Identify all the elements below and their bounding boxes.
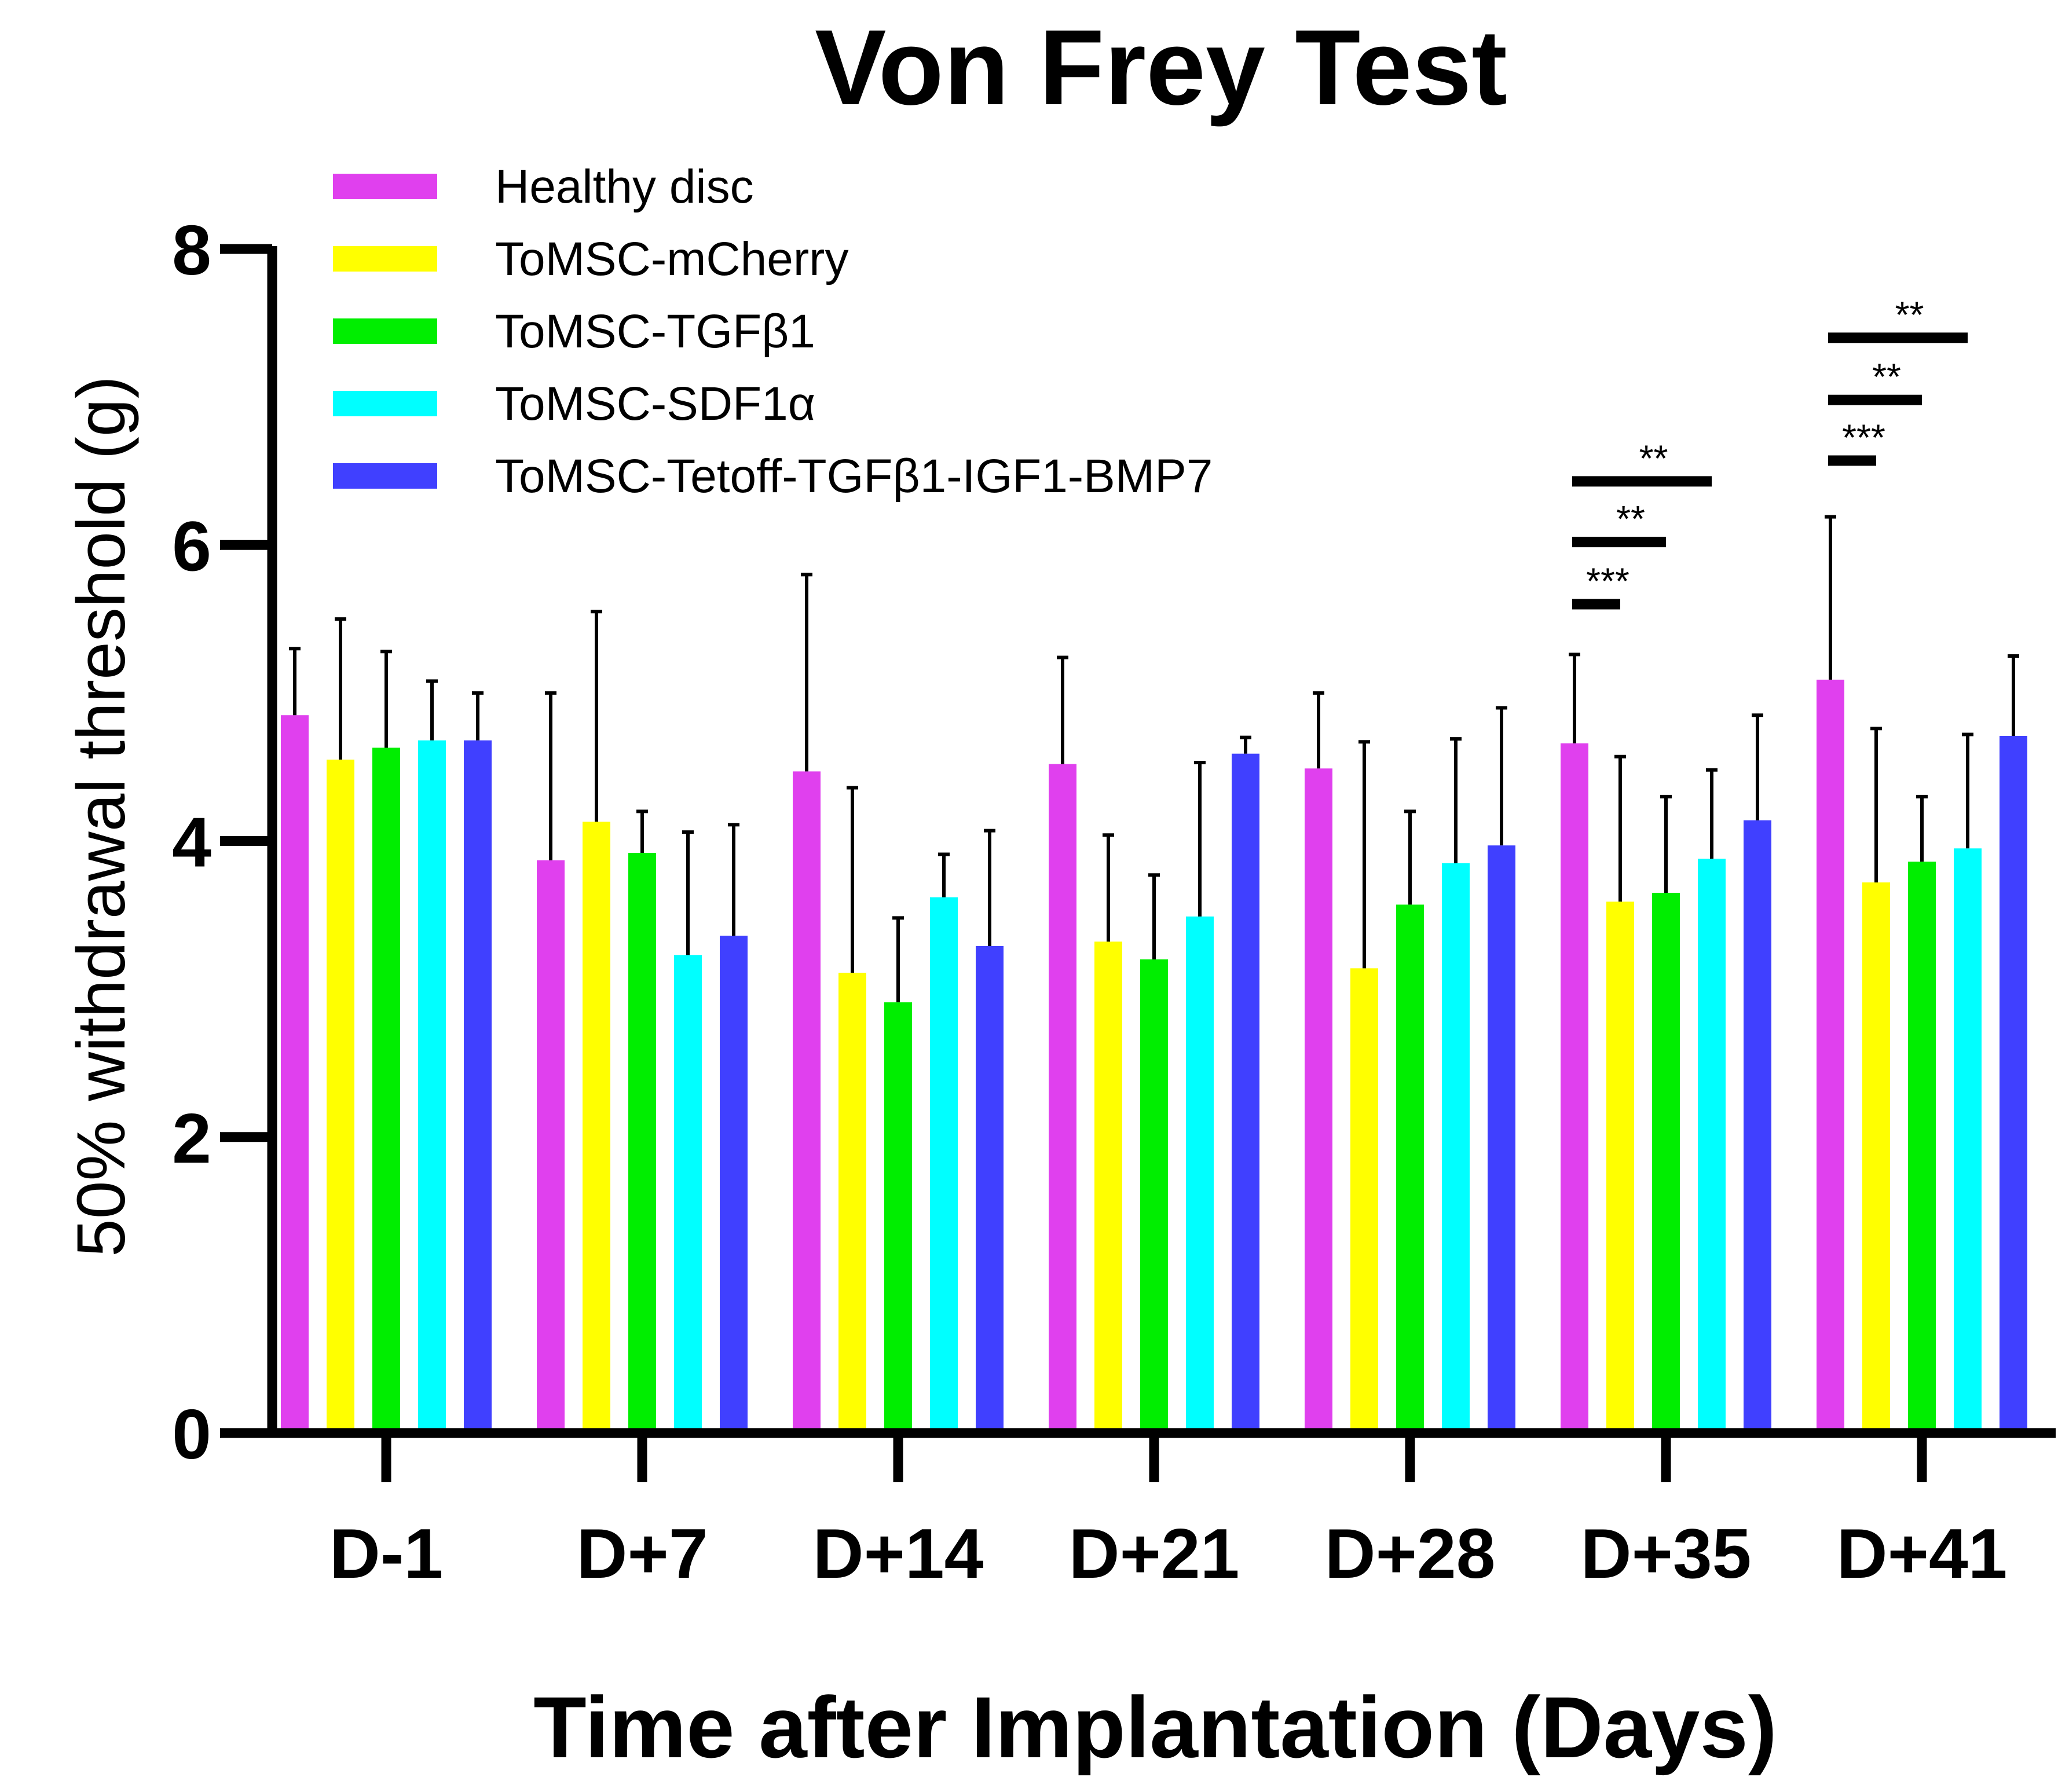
significance-label-1: ** [1616, 498, 1645, 540]
y-axis-label: 50% withdrawal threshold (g) [63, 376, 140, 1257]
bar-D+14-series-2 [884, 1002, 912, 1433]
bar-D+35-series-4 [1744, 820, 1771, 1433]
bar-D+21-series-0 [1049, 764, 1076, 1433]
legend-swatch-4 [333, 463, 437, 489]
bar-D+14-series-4 [976, 946, 1004, 1433]
significance-label-0: *** [1586, 560, 1629, 602]
legend-swatch-0 [333, 174, 437, 199]
bar-D-1-series-0 [281, 715, 309, 1433]
bar-D+21-series-3 [1186, 916, 1214, 1433]
x-tick-label-D+14: D+14 [812, 1514, 983, 1593]
bar-D+35-series-2 [1652, 892, 1680, 1433]
error-bars-layer [289, 515, 2019, 1003]
bar-D+7-series-2 [628, 852, 656, 1433]
legend-label-2: ToMSC-TGFβ1 [495, 305, 815, 358]
legend-label-4: ToMSC-Tetoff-TGFβ1-IGF1-BMP7 [495, 450, 1213, 503]
bar-D+7-series-4 [720, 936, 748, 1433]
bar-D-1-series-3 [418, 740, 446, 1433]
significance-label-4: ** [1872, 356, 1901, 398]
chart-title: Von Frey Test [815, 8, 1507, 127]
legend-label-3: ToMSC-SDF1α [495, 378, 815, 430]
y-tick-label-8: 8 [172, 211, 211, 289]
bar-D+7-series-0 [537, 860, 565, 1433]
bar-D+41-series-3 [1954, 848, 1982, 1433]
bar-D+41-series-2 [1908, 862, 1936, 1433]
x-axis-label: Time after Implantation (Days) [533, 1679, 1777, 1776]
axes: 0 2 4 6 8 D-1 D+7 D+14 D+21 D+28 D+35 D+41 [172, 211, 2056, 1593]
legend-label-0: Healthy disc [495, 160, 754, 213]
x-tick-label-D-1: D-1 [329, 1514, 444, 1593]
bar-D+7-series-3 [674, 955, 702, 1433]
bar-D+41-series-0 [1817, 679, 1844, 1433]
y-tick-label-4: 4 [172, 803, 211, 882]
significance-layer: ******* ******* [1572, 294, 1968, 610]
bar-D+21-series-1 [1094, 941, 1122, 1433]
x-tick-label-D+41: D+41 [1836, 1514, 2007, 1593]
bar-D+14-series-0 [793, 771, 821, 1433]
legend-swatch-3 [333, 391, 437, 416]
bar-D+14-series-1 [838, 973, 866, 1433]
x-tick-label-D+21: D+21 [1068, 1514, 1239, 1593]
x-tick-label-D+28: D+28 [1324, 1514, 1495, 1593]
bar-D+28-series-2 [1396, 904, 1424, 1433]
bar-D+14-series-3 [930, 897, 958, 1433]
legend-swatch-2 [333, 318, 437, 344]
legend: Healthy disc ToMSC-mCherry ToMSC-TGFβ1 ToMS… [333, 160, 1213, 503]
bar-D+41-series-4 [2000, 736, 2027, 1433]
bar-D+28-series-0 [1305, 768, 1332, 1433]
bar-D+41-series-1 [1862, 882, 1890, 1433]
significance-label-2: ** [1639, 437, 1668, 479]
bar-D+35-series-0 [1561, 743, 1588, 1433]
legend-label-1: ToMSC-mCherry [495, 233, 848, 285]
bar-D-1-series-1 [327, 759, 354, 1433]
significance-label-3: *** [1842, 417, 1885, 459]
bar-D+21-series-2 [1140, 959, 1168, 1433]
x-tick-label-D+35: D+35 [1580, 1514, 1751, 1593]
bar-D+35-series-3 [1698, 859, 1726, 1433]
bar-D-1-series-2 [372, 747, 400, 1433]
bar-D+35-series-1 [1606, 902, 1634, 1433]
bar-D+28-series-4 [1488, 845, 1515, 1433]
legend-swatch-1 [333, 246, 437, 272]
y-tick-label-2: 2 [172, 1099, 211, 1178]
bar-D+28-series-1 [1350, 968, 1378, 1433]
bar-D+21-series-4 [1232, 753, 1259, 1433]
x-tick-label-D+7: D+7 [576, 1514, 708, 1593]
bar-D-1-series-4 [464, 740, 492, 1433]
bar-D+7-series-1 [583, 822, 610, 1433]
bar-D+28-series-3 [1442, 863, 1470, 1433]
y-tick-label-6: 6 [172, 507, 211, 585]
bars-layer [281, 679, 2027, 1433]
y-tick-label-0: 0 [172, 1395, 211, 1474]
significance-label-5: ** [1895, 294, 1924, 335]
